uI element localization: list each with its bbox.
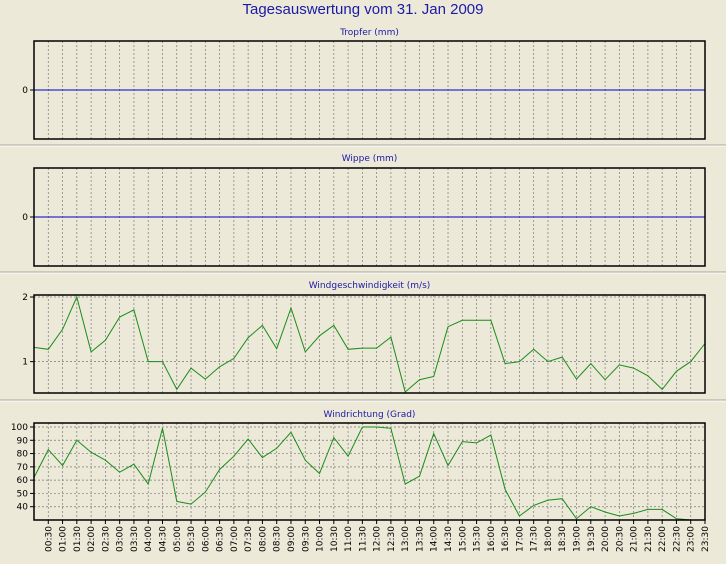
- x-tick-label: 17:30: [530, 526, 540, 552]
- plot-frame-1: [33, 40, 706, 140]
- series-line-4: [33, 426, 705, 521]
- x-tick-label: 06:30: [216, 526, 226, 552]
- x-tick-label: 08:30: [273, 526, 283, 552]
- x-tick-label: 12:30: [387, 526, 397, 552]
- y-tick-label: 0: [22, 213, 28, 223]
- x-tick-label: 20:30: [615, 526, 625, 552]
- x-tick-label: 22:00: [658, 526, 668, 552]
- x-tick-label: 01:00: [59, 526, 69, 552]
- plot-area-3: [34, 295, 705, 393]
- y-tick-label: 1: [22, 358, 28, 368]
- plot-frame-4: [33, 422, 706, 521]
- y-tick-label: 90: [17, 436, 29, 446]
- x-tick-label: 02:30: [101, 526, 111, 552]
- x-tick-label: 15:00: [458, 526, 468, 552]
- x-tick-label: 02:00: [87, 526, 97, 552]
- y-tick-label: 40: [17, 503, 29, 513]
- x-tick-label: 13:00: [401, 526, 411, 552]
- panel-title-4: Windrichtung (Grad): [324, 410, 416, 420]
- plot-frame-2: [33, 167, 706, 267]
- x-tick-label: 01:30: [73, 526, 83, 552]
- x-tick-label: 16:00: [487, 526, 497, 552]
- x-tick-label: 14:30: [444, 526, 454, 552]
- x-tick-label: 12:00: [373, 526, 383, 552]
- x-tick-label: 03:00: [116, 526, 126, 552]
- x-tick-label: 18:30: [558, 526, 568, 552]
- series-line-3: [33, 295, 706, 393]
- x-tick-label: 04:00: [144, 526, 154, 552]
- x-tick-label: 18:00: [544, 526, 554, 552]
- y-tick-label: 2: [22, 293, 28, 303]
- x-tick-label: 23:00: [687, 526, 697, 552]
- x-tick-label: 00:30: [44, 526, 54, 552]
- x-tick-label: 17:00: [515, 526, 525, 552]
- plot-frame-3: [33, 294, 706, 394]
- y-tick-label: 70: [17, 463, 29, 473]
- x-tick-label: 15:30: [473, 526, 483, 552]
- panel-title-2: Wippe (mm): [342, 154, 398, 164]
- y-tick-label: 0: [22, 86, 28, 96]
- y-tick-label: 50: [17, 489, 29, 499]
- x-tick-label: 11:00: [344, 526, 354, 552]
- x-tick-label: 23:30: [701, 526, 711, 552]
- y-tick-label: 60: [17, 476, 29, 486]
- x-tick-label: 19:30: [587, 526, 597, 552]
- x-tick-label: 10:00: [316, 526, 326, 552]
- x-tick-label: 10:30: [330, 526, 340, 552]
- x-tick-label: 11:30: [358, 526, 368, 552]
- y-tick-label: 80: [17, 450, 29, 460]
- x-tick-label: 07:00: [230, 526, 240, 552]
- x-tick-label: 05:00: [173, 526, 183, 552]
- x-tick-label: 07:30: [244, 526, 254, 552]
- x-tick-label: 13:30: [415, 526, 425, 552]
- panel-title-3: Windgeschwindigkeit (m/s): [309, 281, 431, 291]
- x-tick-label: 22:30: [672, 526, 682, 552]
- x-tick-label: 08:00: [258, 526, 268, 552]
- plot-area-4: [34, 423, 705, 520]
- x-tick-label: 06:00: [201, 526, 211, 552]
- x-tick-label: 05:30: [187, 526, 197, 552]
- x-tick-label: 03:30: [130, 526, 140, 552]
- x-tick-label: 16:30: [501, 526, 511, 552]
- x-tick-label: 04:30: [158, 526, 168, 552]
- x-tick-label: 09:30: [301, 526, 311, 552]
- x-tick-label: 21:30: [644, 526, 654, 552]
- page-title: Tagesauswertung vom 31. Jan 2009: [242, 1, 484, 18]
- x-tick-label: 20:00: [601, 526, 611, 552]
- y-tick-label: 100: [11, 423, 28, 433]
- x-tick-label: 14:00: [430, 526, 440, 552]
- x-tick-label: 09:00: [287, 526, 297, 552]
- x-tick-label: 19:00: [573, 526, 583, 552]
- x-tick-label: 21:00: [630, 526, 640, 552]
- panel-title-1: Tropfer (mm): [339, 28, 399, 38]
